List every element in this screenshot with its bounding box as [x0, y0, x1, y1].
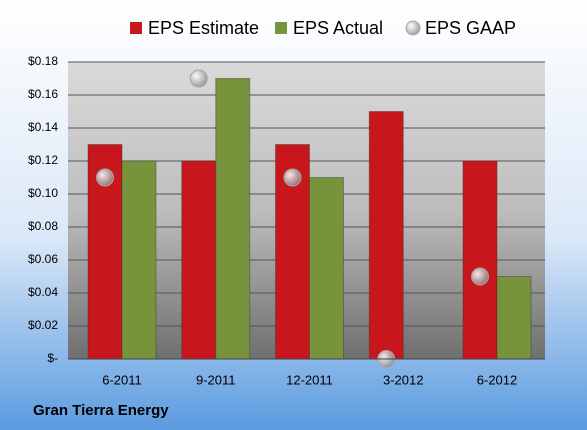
y-tick-label: $0.08: [28, 219, 58, 233]
y-tick-label: $0.16: [28, 87, 58, 101]
bar: [309, 177, 344, 360]
x-tick-label: 6-2012: [477, 372, 517, 387]
y-tick-label: $0.14: [28, 120, 58, 134]
legend-marker: [130, 22, 142, 34]
gaap-point: [189, 69, 208, 88]
y-tick-label: $0.06: [28, 252, 58, 266]
gaap-point: [96, 168, 114, 187]
bar: [368, 111, 404, 360]
y-tick-label: $0.12: [28, 153, 58, 167]
gaap-point: [471, 267, 489, 286]
bar: [215, 78, 251, 360]
chart-title: Gran Tierra Energy: [33, 402, 169, 419]
legend-label: EPS Estimate: [148, 18, 259, 38]
bar: [462, 160, 498, 360]
legend-label: EPS GAAP: [425, 18, 516, 38]
bar: [496, 276, 532, 360]
x-tick-label: 6-2011: [102, 372, 142, 387]
bar: [121, 160, 157, 360]
y-tick-label: $0.10: [28, 186, 58, 200]
y-tick-label: $0.04: [28, 285, 58, 299]
y-tick-label: $0.02: [28, 318, 58, 332]
legend-marker: [275, 22, 287, 34]
legend-label: EPS Actual: [293, 18, 383, 38]
legend-marker: [405, 20, 421, 36]
y-tick-label: $-: [47, 351, 58, 365]
x-tick-label: 12-2011: [286, 372, 333, 387]
bar: [181, 160, 217, 360]
gaap-point: [283, 168, 302, 187]
y-tick-label: $0.18: [28, 54, 58, 68]
x-tick-label: 9-2011: [196, 372, 236, 387]
x-tick-label: 3-2012: [383, 372, 423, 387]
